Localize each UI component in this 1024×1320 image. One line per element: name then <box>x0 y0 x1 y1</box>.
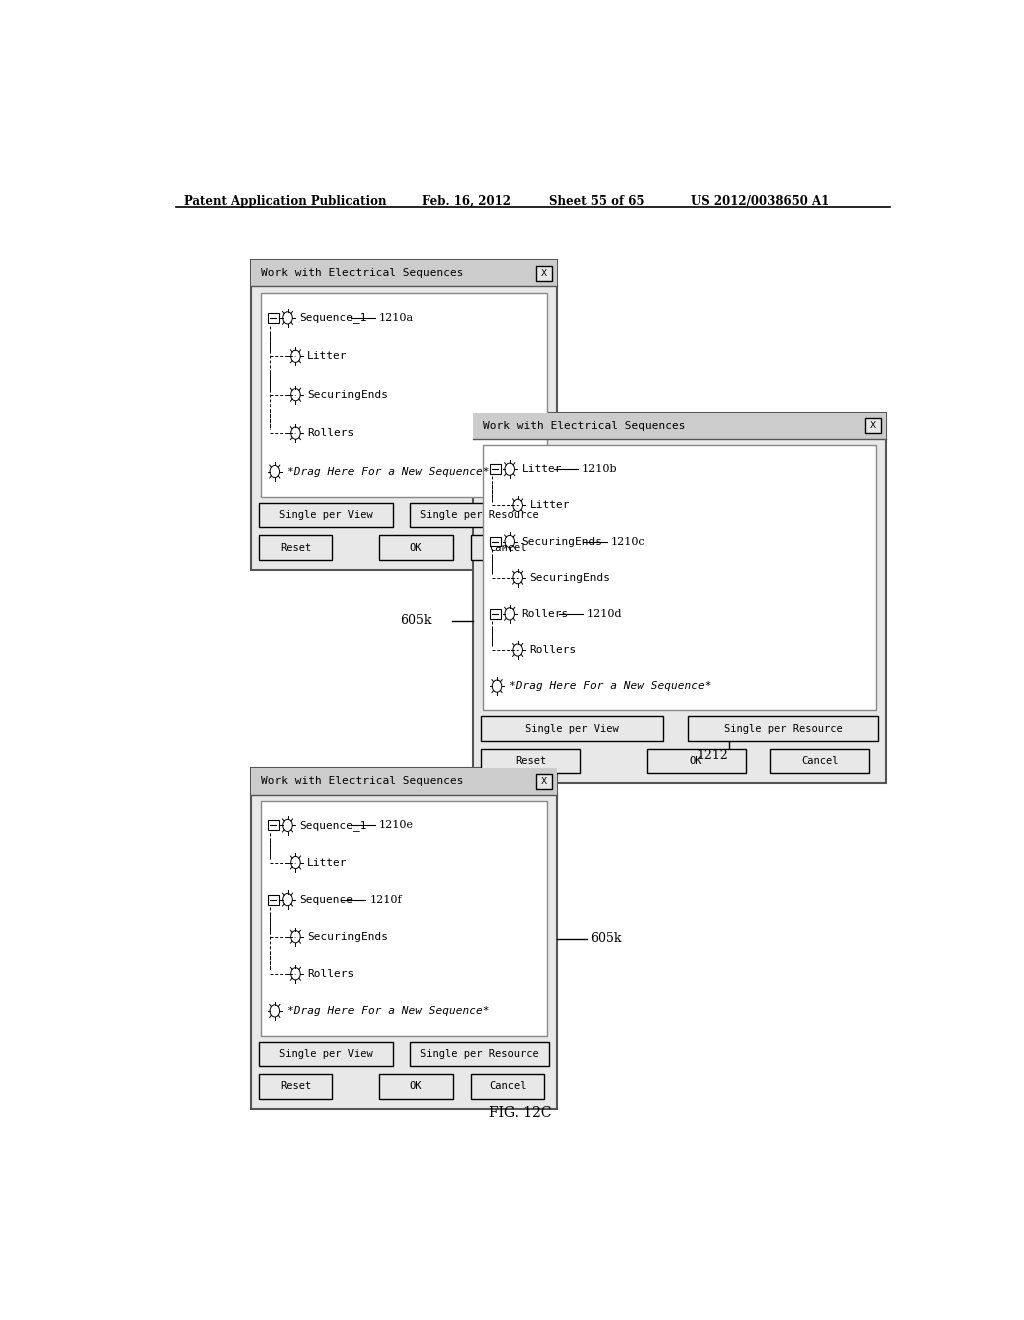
Bar <box>251 768 557 795</box>
Text: Rollers: Rollers <box>521 609 569 619</box>
Text: 605k: 605k <box>400 614 432 627</box>
Bar <box>259 1074 332 1098</box>
Bar <box>410 1041 549 1067</box>
Bar <box>489 536 501 546</box>
Text: Litter: Litter <box>529 500 570 511</box>
Text: Litter: Litter <box>307 351 348 362</box>
Text: 605k: 605k <box>590 932 622 945</box>
Text: 1212: 1212 <box>696 748 728 762</box>
Text: 605k: 605k <box>590 414 622 428</box>
Bar <box>251 260 557 286</box>
Bar <box>410 503 549 528</box>
Bar <box>471 536 545 560</box>
Text: OK: OK <box>410 1081 422 1092</box>
Bar <box>482 445 877 710</box>
Text: Work with Electrical Sequences: Work with Electrical Sequences <box>482 421 685 430</box>
Bar <box>267 895 279 904</box>
Bar <box>260 801 547 1036</box>
Bar <box>646 748 745 774</box>
Text: 1210a: 1210a <box>379 313 414 323</box>
Text: 1210b: 1210b <box>582 465 617 474</box>
Text: US 2012/0038650 A1: US 2012/0038650 A1 <box>691 195 829 209</box>
Bar <box>251 768 557 1109</box>
Text: 1210c: 1210c <box>610 536 645 546</box>
Text: 1210f: 1210f <box>370 895 401 904</box>
Bar <box>379 1074 453 1098</box>
Text: X: X <box>541 777 547 785</box>
Text: SecuringEnds: SecuringEnds <box>521 536 603 546</box>
Bar <box>688 717 878 741</box>
Text: *Drag Here For a New Sequence*: *Drag Here For a New Sequence* <box>287 466 489 477</box>
Text: Single per Resource: Single per Resource <box>420 510 539 520</box>
Bar <box>259 1041 393 1067</box>
Bar <box>473 412 886 440</box>
Text: 1210d: 1210d <box>587 609 623 619</box>
Bar <box>489 609 501 619</box>
Text: X: X <box>541 269 547 277</box>
Bar <box>267 313 279 323</box>
Text: Sequence: Sequence <box>299 895 353 904</box>
Text: *Drag Here For a New Sequence*: *Drag Here For a New Sequence* <box>509 681 712 692</box>
Text: Cancel: Cancel <box>488 1081 526 1092</box>
Text: Reset: Reset <box>280 543 311 553</box>
Text: Reset: Reset <box>280 1081 311 1092</box>
Text: Single per View: Single per View <box>525 723 618 734</box>
Text: Sequence_1: Sequence_1 <box>299 313 367 323</box>
Text: Single per View: Single per View <box>280 510 373 520</box>
Bar <box>379 536 453 560</box>
Bar <box>259 503 393 528</box>
Text: *Drag Here For a New Sequence*: *Drag Here For a New Sequence* <box>287 1006 489 1016</box>
Bar <box>251 260 557 570</box>
Text: Patent Application Publication: Patent Application Publication <box>183 195 386 209</box>
Text: Cancel: Cancel <box>488 543 526 553</box>
Text: Sequence_1: Sequence_1 <box>299 820 367 830</box>
Text: Work with Electrical Sequences: Work with Electrical Sequences <box>260 776 463 787</box>
Bar <box>471 1074 545 1098</box>
Bar <box>536 265 552 281</box>
Text: Single per Resource: Single per Resource <box>420 1049 539 1059</box>
Bar <box>481 748 581 774</box>
Text: Single per View: Single per View <box>280 1049 373 1059</box>
Text: Rollers: Rollers <box>529 645 577 655</box>
Text: X: X <box>870 421 877 430</box>
Text: Reset: Reset <box>515 756 546 766</box>
Bar <box>473 413 886 784</box>
Text: Cancel: Cancel <box>801 756 839 766</box>
Text: Sheet 55 of 65: Sheet 55 of 65 <box>549 195 644 209</box>
Text: OK: OK <box>410 543 422 553</box>
Text: FIG. 12C: FIG. 12C <box>489 1106 552 1119</box>
Bar <box>489 465 501 474</box>
Text: FIG. 12A: FIG. 12A <box>489 568 551 581</box>
Bar <box>267 821 279 830</box>
Bar <box>865 418 881 433</box>
Text: Feb. 16, 2012: Feb. 16, 2012 <box>422 195 511 209</box>
Text: Litter: Litter <box>307 858 348 867</box>
Text: Single per Resource: Single per Resource <box>724 723 843 734</box>
Text: 1210e: 1210e <box>379 821 414 830</box>
Text: Work with Electrical Sequences: Work with Electrical Sequences <box>260 268 463 279</box>
Text: Litter: Litter <box>521 465 562 474</box>
Bar <box>260 293 547 496</box>
Text: OK: OK <box>690 756 702 766</box>
Text: Rollers: Rollers <box>307 969 354 979</box>
Text: Rollers: Rollers <box>307 428 354 438</box>
Text: SecuringEnds: SecuringEnds <box>529 573 610 582</box>
Bar <box>259 536 332 560</box>
Text: SecuringEnds: SecuringEnds <box>307 389 388 400</box>
Bar <box>481 717 663 741</box>
Text: FIG. 12B: FIG. 12B <box>362 780 424 793</box>
Bar <box>536 774 552 789</box>
Text: SecuringEnds: SecuringEnds <box>307 932 388 941</box>
Bar <box>770 748 869 774</box>
